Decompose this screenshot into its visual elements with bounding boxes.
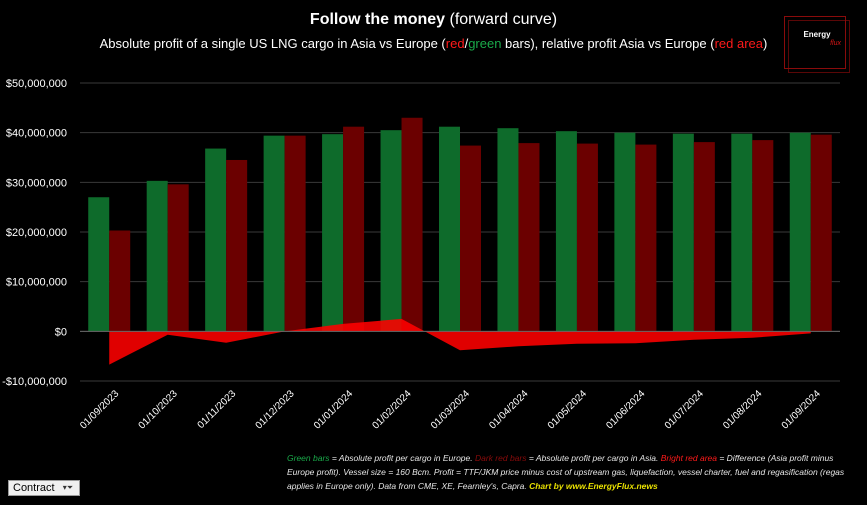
- contract-filter-label: Contract: [13, 482, 55, 494]
- x-tick-label: 01/09/2023: [78, 388, 121, 431]
- logo-text-energy: Energy: [803, 30, 831, 39]
- asia-bar: [401, 117, 423, 332]
- chart-footnote: Green bars = Absolute profit per cargo i…: [287, 451, 847, 493]
- x-tick-label: 01/10/2023: [137, 388, 180, 431]
- asia-bar: [635, 144, 657, 332]
- x-tick-label: 01/05/2024: [546, 388, 589, 431]
- chart-title: Follow the money (forward curve): [0, 11, 867, 29]
- logo-frame-inner: [788, 20, 850, 73]
- asia-bar: [752, 140, 774, 332]
- asia-bar: [693, 142, 715, 332]
- filter-dropdown-icon[interactable]: ▾⏷: [62, 483, 74, 492]
- europe-bar: [322, 134, 344, 332]
- europe-bar: [614, 132, 636, 332]
- y-tick-label: $10,000,000: [6, 277, 67, 289]
- contract-filter[interactable]: Contract ▾⏷: [8, 480, 80, 496]
- asia-bar: [167, 184, 189, 332]
- asia-bar: [226, 159, 248, 332]
- europe-bar: [439, 126, 460, 332]
- y-tick-label: $30,000,000: [6, 177, 67, 189]
- asia-bar: [576, 143, 598, 332]
- subtitle-part: /: [464, 36, 469, 51]
- y-tick-label: $40,000,000: [6, 128, 67, 140]
- x-tick-label: 01/09/2024: [780, 388, 823, 431]
- subtitle-green-word: green: [468, 36, 502, 51]
- subtitle-part: ): [763, 36, 768, 51]
- europe-bar: [263, 135, 285, 332]
- europe-bar: [497, 128, 519, 332]
- note-green-bars: Green bars: [287, 453, 330, 463]
- europe-bar: [555, 131, 577, 332]
- y-tick-label: $50,000,000: [6, 78, 67, 90]
- europe-bar: [146, 180, 168, 332]
- europe-bar: [789, 132, 811, 332]
- y-tick-label: -$10,000,000: [2, 376, 67, 388]
- x-tick-label: 01/06/2024: [604, 388, 647, 431]
- x-tick-label: 01/07/2024: [663, 388, 706, 431]
- x-tick-label: 01/01/2024: [312, 388, 355, 431]
- chart-subtitle: Absolute profit of a single US LNG cargo…: [0, 36, 867, 51]
- chart-title-rest: (forward curve): [445, 11, 558, 28]
- asia-bar: [518, 143, 540, 332]
- europe-bar: [205, 148, 227, 332]
- europe-bar: [731, 133, 753, 332]
- x-tick-label: 01/12/2023: [254, 388, 297, 431]
- note-dark-red-bars: Dark red bars: [474, 453, 527, 463]
- y-tick-label: $20,000,000: [6, 227, 67, 239]
- note-bright-red-area: Bright red area: [660, 453, 717, 463]
- subtitle-red-word: red: [445, 36, 465, 51]
- subtitle-part: Absolute profit of a single US LNG cargo…: [99, 36, 446, 51]
- asia-bar: [343, 126, 365, 332]
- x-tick-label: 01/02/2024: [370, 388, 413, 431]
- energyflux-logo: [784, 16, 846, 69]
- x-tick-label: 01/03/2024: [429, 388, 472, 431]
- chart-title-bold: Follow the money: [309, 11, 446, 28]
- asia-bar: [810, 134, 832, 332]
- y-tick-label: $0: [55, 326, 67, 338]
- x-tick-label: 01/11/2023: [196, 388, 239, 431]
- x-tick-label: 01/04/2024: [487, 388, 530, 431]
- europe-bar: [672, 133, 694, 332]
- difference-area: [109, 318, 811, 365]
- subtitle-red-area: red area: [714, 36, 764, 51]
- europe-bar: [380, 130, 402, 332]
- asia-bar: [460, 145, 481, 332]
- logo-text-flux: flux: [830, 40, 841, 47]
- note-text: = Absolute profit per cargo in Europe.: [329, 453, 475, 463]
- note-credit: Chart by www.EnergyFlux.news: [529, 481, 658, 491]
- subtitle-part: bars), relative profit Asia vs Europe (: [501, 36, 715, 51]
- x-tick-label: 01/08/2024: [721, 388, 764, 431]
- note-text: = Difference (Asia profit minus Europe p…: [287, 453, 845, 491]
- europe-bar: [88, 197, 110, 332]
- note-text: = Absolute profit per cargo in Asia.: [526, 453, 661, 463]
- asia-bar: [284, 135, 306, 332]
- asia-bar: [109, 230, 131, 332]
